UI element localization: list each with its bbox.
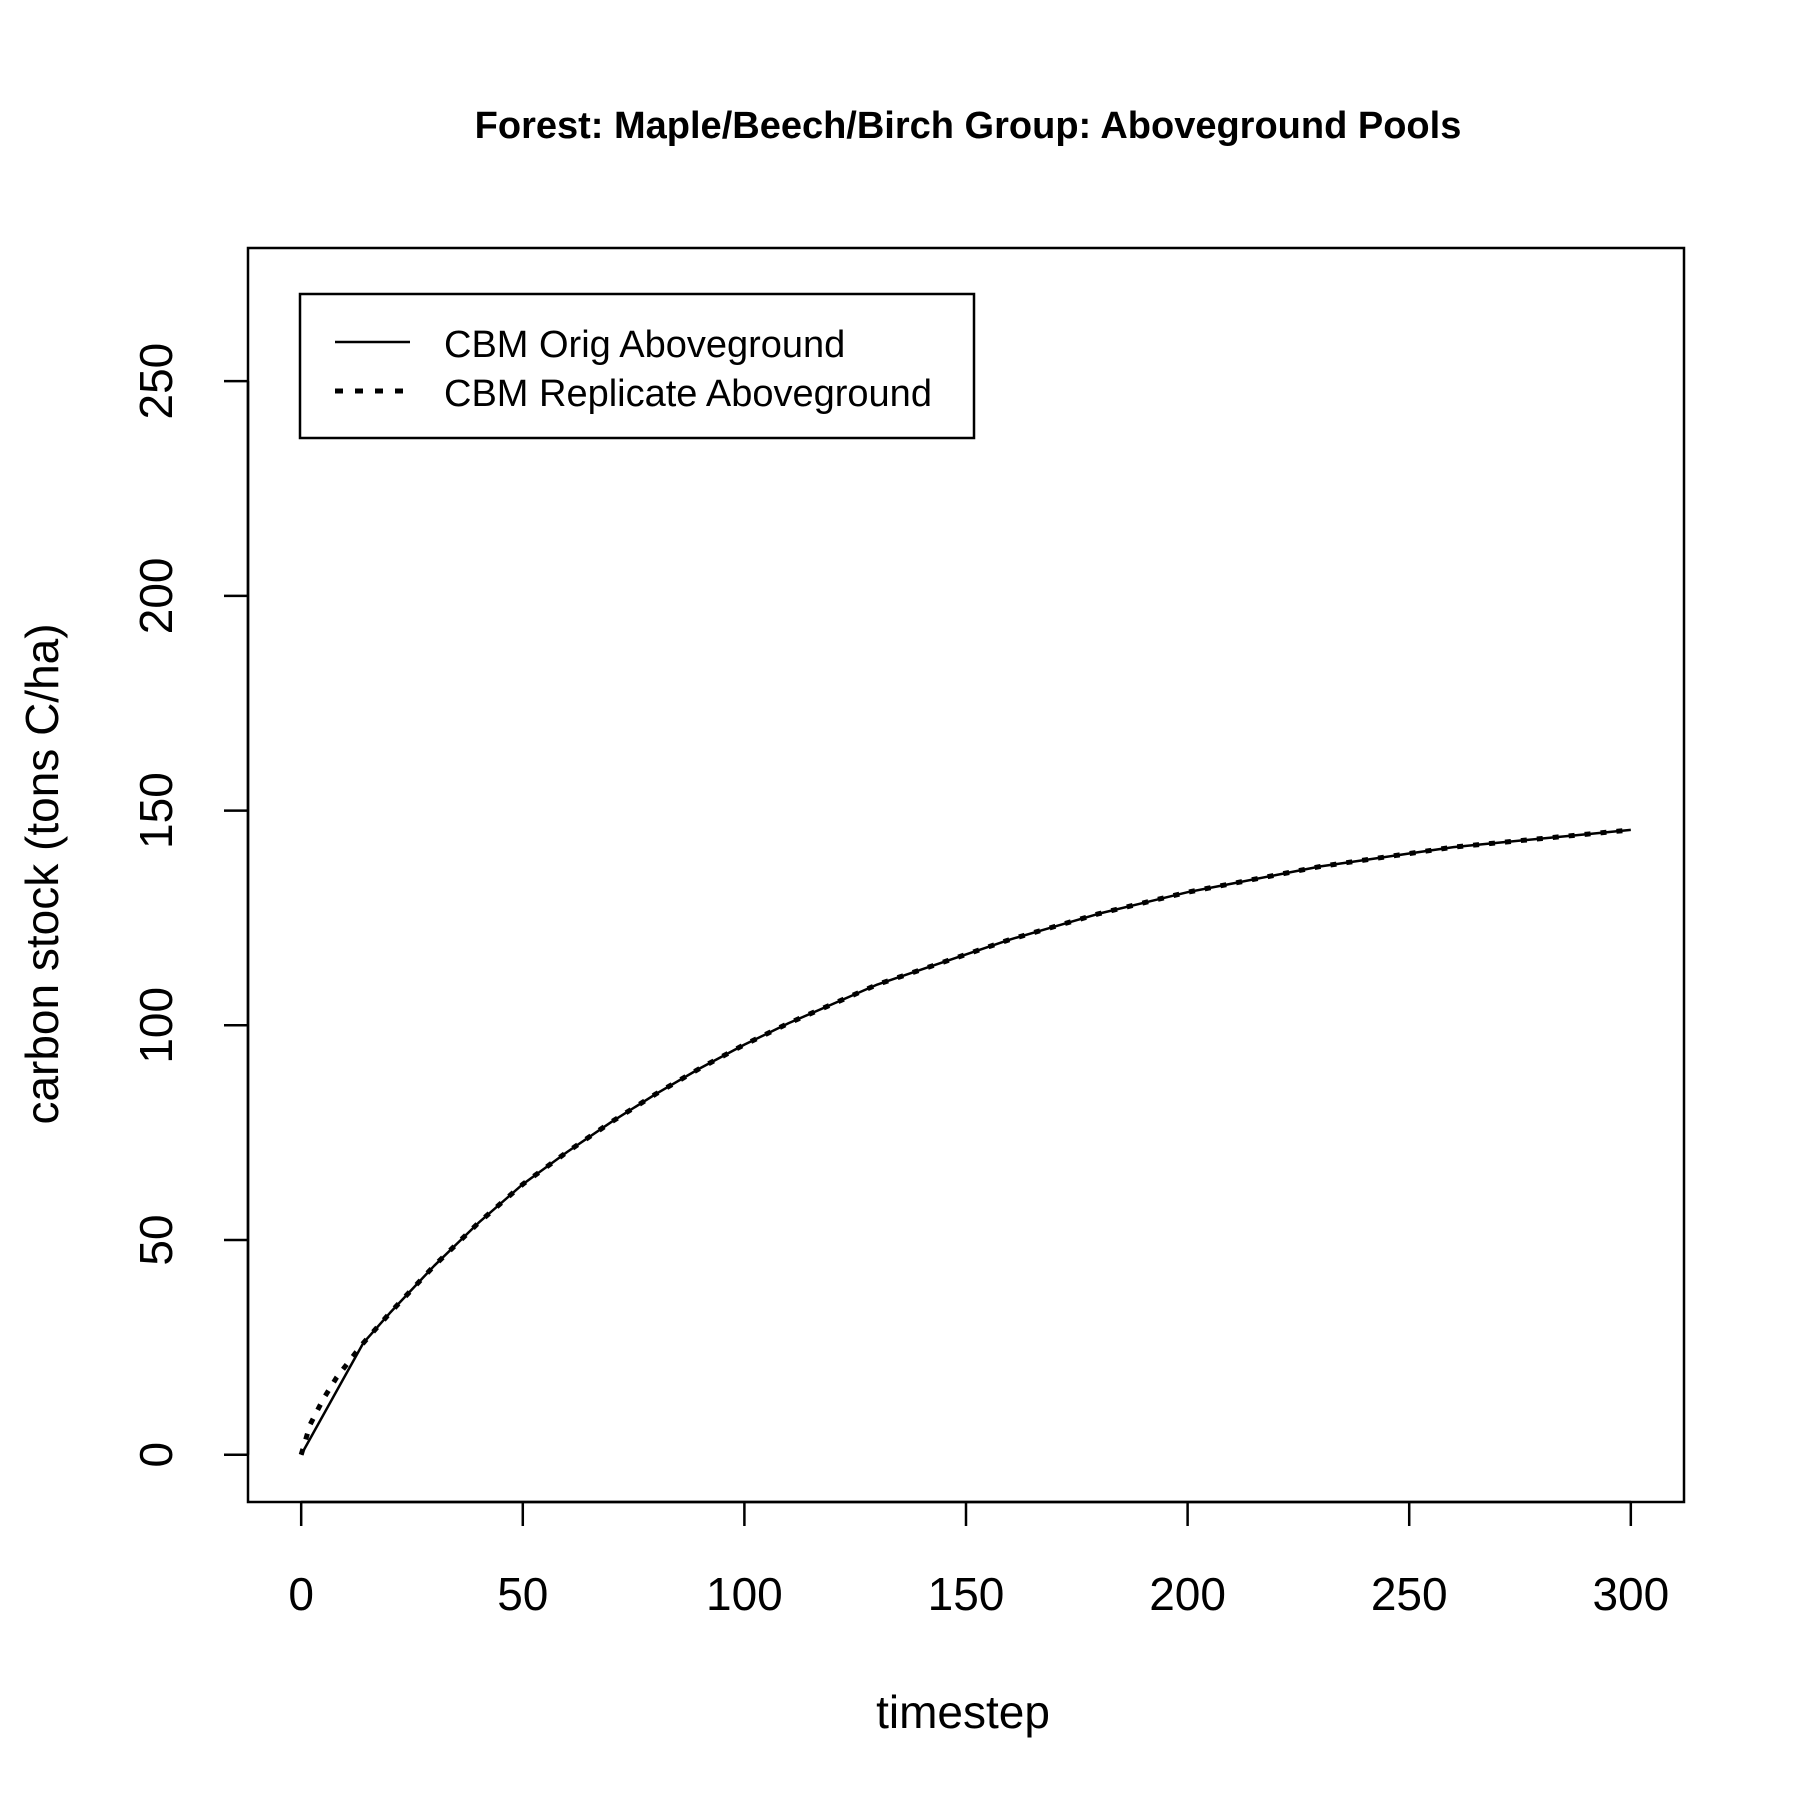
x-tick-label: 250 [1371, 1568, 1448, 1620]
y-axis-label: carbon stock (tons C/ha) [16, 623, 68, 1124]
x-tick-label: 200 [1149, 1568, 1226, 1620]
y-tick-label: 50 [130, 1214, 182, 1265]
x-tick-label: 50 [497, 1568, 548, 1620]
y-tick-label: 200 [130, 557, 182, 634]
series-line-orig [300, 828, 1631, 1456]
x-axis: 0 50 100 150 200 250 300 [288, 1500, 1669, 1620]
y-axis: 0 50 100 150 200 250 [130, 343, 250, 1468]
y-tick-label: 100 [130, 987, 182, 1064]
y-tick-label: 0 [130, 1442, 182, 1468]
plot-frame [246, 246, 1686, 1504]
x-tick-label: 100 [706, 1568, 783, 1620]
legend-label-orig: CBM Orig Aboveground [444, 324, 845, 366]
x-tick-label: 150 [928, 1568, 1005, 1620]
series-line-replicate [298, 827, 1632, 1456]
x-axis-label: timestep [876, 1686, 1050, 1738]
y-tick-label: 150 [130, 772, 182, 849]
y-tick-label: 250 [130, 343, 182, 420]
series-layer [298, 827, 1632, 1456]
legend-box [298, 292, 976, 440]
chart-title: Forest: Maple/Beech/Birch Group: Abovegr… [475, 105, 1462, 147]
x-tick-label: 0 [288, 1568, 314, 1620]
legend-label-replicate: CBM Replicate Aboveground [444, 373, 932, 415]
x-tick-label: 300 [1592, 1568, 1669, 1620]
legend: CBM Orig Aboveground CBM Replicate Above… [298, 292, 976, 440]
